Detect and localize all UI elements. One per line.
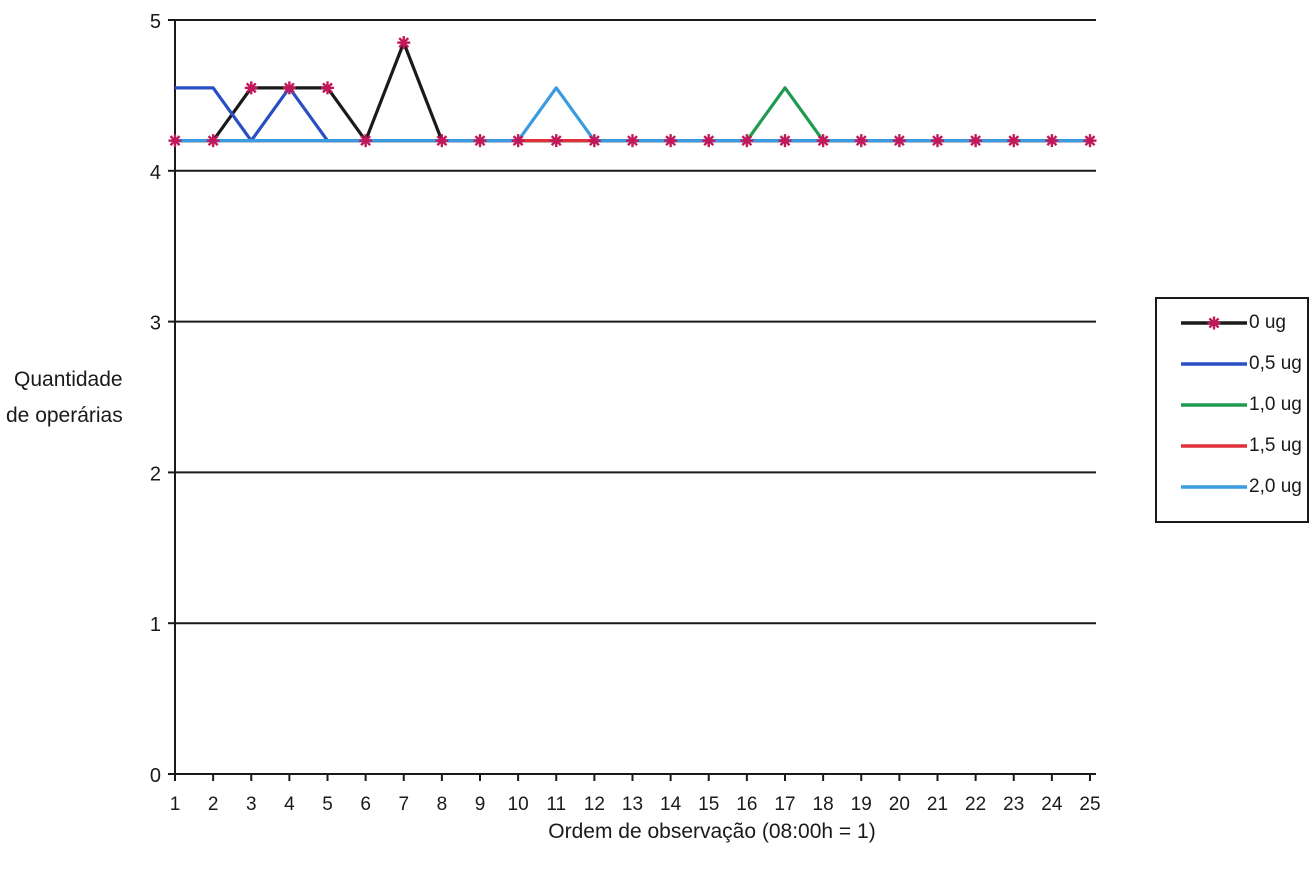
marker-0-11: [549, 134, 563, 148]
y-tick-label-1: 1: [150, 614, 161, 636]
marker-0-24: [1045, 134, 1059, 148]
marker-0-21: [931, 134, 944, 148]
x-tick-labels: 1 2 3 4 5 6 7 8 9 10 11 12 13 14 15 16 17 18 19 20 21 22 23 24 2…: [170, 794, 1101, 815]
marker-0-14: [664, 134, 678, 148]
y-tick-label-4: 4: [150, 162, 161, 184]
marker-0-17: [778, 134, 792, 148]
legend-swatch-1: [1181, 362, 1247, 366]
x-tick-label-21: 21: [927, 794, 948, 815]
marker-0-18: [816, 134, 830, 148]
legend-label-3: 1,5 ug: [1249, 435, 1302, 456]
x-tick-label-8: 8: [437, 794, 448, 815]
y-tick-label-2: 2: [150, 463, 161, 485]
x-tick-label-9: 9: [475, 794, 486, 815]
x-tick-label-19: 19: [851, 794, 872, 815]
x-axis-title: Ordem de observação (08:00h = 1): [548, 820, 876, 843]
legend-marker-0: [1207, 316, 1221, 330]
legend-swatch-3: [1181, 444, 1247, 448]
series-lines: [175, 41, 1090, 143]
marker-0-15: [702, 134, 716, 148]
marker-0-6: [359, 134, 373, 148]
x-tick-label-7: 7: [398, 794, 409, 815]
x-tick-label-24: 24: [1041, 794, 1063, 815]
x-tick-label-12: 12: [584, 794, 605, 815]
y-tick-labels: 0 1 2 3 4 5: [150, 11, 161, 787]
legend-item-1: 0,5 ug: [1177, 352, 1302, 376]
legend-swatch-4: [1181, 485, 1247, 489]
x-tick-label-23: 23: [1003, 794, 1024, 815]
marker-0-5: [321, 81, 334, 95]
marker-0-8: [435, 134, 449, 148]
marker-0-2: [206, 134, 220, 148]
marker-0-9: [473, 134, 487, 148]
y-tick-label-3: 3: [150, 313, 161, 335]
marker-0-4: [282, 81, 296, 95]
x-tick-label-6: 6: [360, 794, 371, 815]
y-tick-label-5: 5: [150, 11, 161, 33]
x-tick-label-11: 11: [546, 794, 566, 815]
marker-0-23: [1007, 134, 1021, 148]
x-tick-label-2: 2: [208, 794, 219, 815]
y-axis-title-line-2: de operárias: [6, 404, 123, 427]
legend-swatch-2: [1181, 403, 1247, 407]
legend-item-0: 0 ug: [1177, 311, 1286, 335]
marker-0-25: [1083, 134, 1097, 148]
x-tick-label-10: 10: [508, 794, 529, 815]
legend-label-2: 1,0 ug: [1249, 394, 1302, 415]
y-axis-title-line-1: Quantidade: [14, 368, 123, 391]
legend-item-2: 1,0 ug: [1177, 393, 1302, 417]
marker-0-16: [740, 134, 754, 148]
marker-0-22: [969, 134, 983, 148]
x-tick-label-1: 1: [170, 794, 181, 815]
x-tick-label-20: 20: [889, 794, 910, 815]
legend-label-1: 0,5 ug: [1249, 353, 1302, 374]
legend-label-4: 2,0 ug: [1249, 476, 1302, 497]
x-tick-label-13: 13: [622, 794, 643, 815]
marker-0-20: [892, 134, 906, 148]
y-tick-label-0: 0: [150, 765, 161, 787]
marker-0-19: [854, 134, 868, 148]
legend: 0 ug 0,5 ug 1,0 ug 1,5 ug 2,0 ug: [1155, 297, 1309, 523]
legend-swatch-0: [1181, 316, 1247, 330]
marker-0-13: [626, 134, 639, 148]
series-line-1: [175, 86, 1090, 143]
x-tick-label-3: 3: [246, 794, 257, 815]
marker-0-10: [511, 134, 525, 148]
gridlines: [175, 19, 1096, 625]
x-tick-label-18: 18: [813, 794, 834, 815]
legend-label-0: 0 ug: [1249, 312, 1286, 333]
x-tick-label-4: 4: [284, 794, 295, 815]
marker-0-7: [397, 36, 411, 50]
series-markers: [168, 36, 1097, 148]
series-line-4: [175, 86, 1090, 143]
x-tick-label-17: 17: [774, 794, 795, 815]
marker-0-12: [587, 134, 601, 148]
x-tick-label-22: 22: [965, 794, 986, 815]
series-line-0: [175, 41, 1090, 143]
marker-0-3: [244, 81, 258, 95]
marker-0-1: [168, 134, 182, 148]
x-tick-label-16: 16: [736, 794, 757, 815]
x-tick-label-15: 15: [698, 794, 719, 815]
legend-item-3: 1,5 ug: [1177, 434, 1302, 458]
x-tick-label-25: 25: [1079, 794, 1100, 815]
x-tick-label-14: 14: [660, 794, 682, 815]
x-tick-label-5: 5: [322, 794, 333, 815]
series-line-2: [175, 86, 1090, 143]
legend-item-4: 2,0 ug: [1177, 475, 1302, 499]
